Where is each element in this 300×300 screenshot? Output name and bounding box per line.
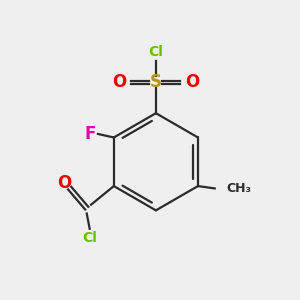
Text: O: O	[57, 174, 71, 192]
Text: F: F	[85, 125, 96, 143]
Text: Cl: Cl	[148, 45, 163, 59]
Text: S: S	[150, 73, 162, 91]
Text: Cl: Cl	[82, 231, 97, 245]
Text: O: O	[185, 73, 199, 91]
Text: O: O	[112, 73, 127, 91]
Text: CH₃: CH₃	[226, 182, 251, 195]
